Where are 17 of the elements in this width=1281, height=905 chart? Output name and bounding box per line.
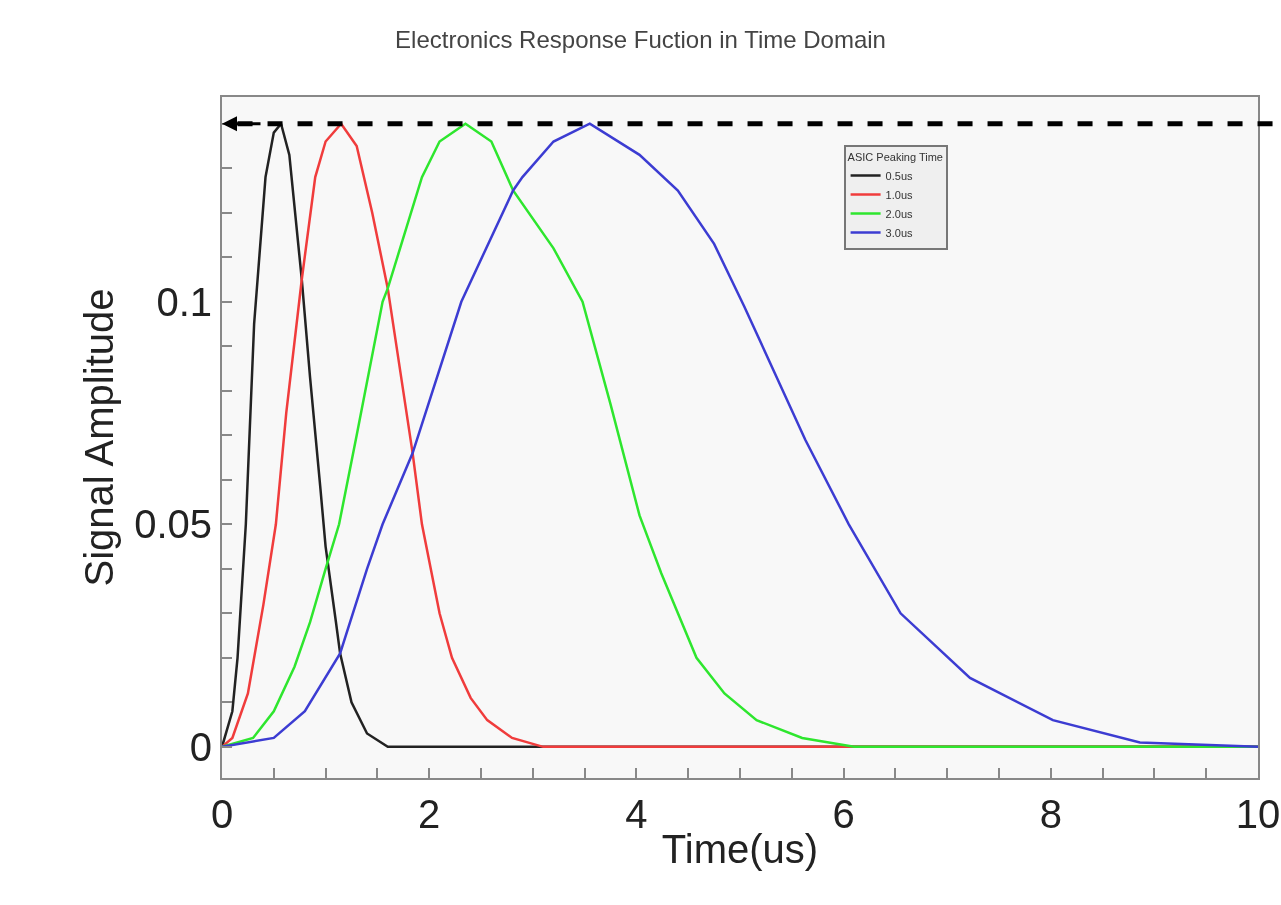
legend-label: 3.0us (885, 226, 914, 239)
legend-label: 2.0us (885, 207, 914, 220)
y-tick-label: 0.1 (156, 279, 212, 324)
legend-label: 1.0us (885, 188, 914, 201)
x-tick-label: 2 (418, 792, 441, 836)
legend-title: ASIC Peaking Time (847, 150, 943, 163)
y-tick-label: 0.05 (134, 502, 212, 547)
x-tick-label: 8 (1039, 792, 1062, 836)
y-axis-title: Signal Amplitude (77, 288, 122, 587)
chart-title: Electronics Response Fuction in Time Domain (395, 26, 886, 54)
x-axis-title: Time(us) (661, 827, 819, 871)
x-tick-label: 4 (625, 792, 648, 836)
line-series (222, 122, 1258, 749)
x-tick-label: 6 (832, 792, 855, 836)
legend-label: 0.5us (885, 169, 914, 182)
x-tick-label: 10 (1235, 792, 1281, 836)
y-tick-label: 0 (189, 724, 212, 769)
